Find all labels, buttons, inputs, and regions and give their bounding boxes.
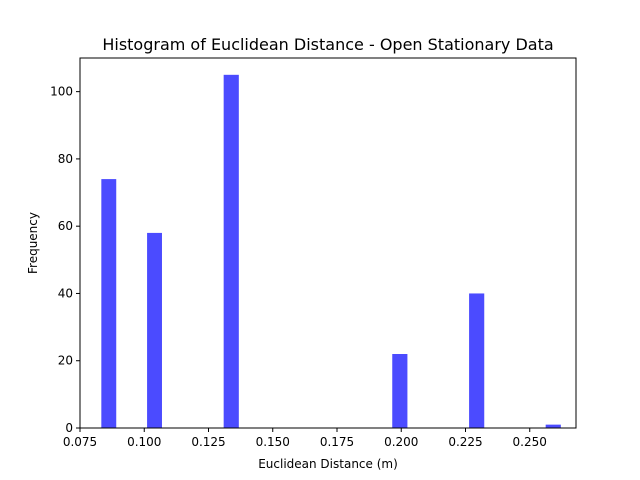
x-tick-label: 0.150 [256,435,290,449]
y-tick-label: 60 [58,219,73,233]
histogram-bar-2 [223,74,239,429]
histogram-bar-4 [469,293,485,428]
y-tick-label: 80 [58,152,73,166]
y-tick-label: 100 [50,85,73,99]
x-axis-label: Euclidean Distance (m) [258,457,398,471]
histogram-bar-5 [545,424,561,428]
y-tick-label: 40 [58,286,73,300]
x-axis-ticks: 0.075 0.100 0.125 0.150 0.175 0.200 0.225 0.250 [63,428,547,449]
y-axis-ticks: 0 20 40 60 80 100 [50,85,80,435]
x-tick-label: 0.200 [384,435,418,449]
y-axis-label: Frequency [26,212,40,274]
bars-group [101,74,561,429]
histogram-bar-1 [147,232,162,428]
y-tick-label: 20 [58,354,73,368]
x-tick-label: 0.175 [320,435,354,449]
plot-frame [79,57,577,429]
x-tick-label: 0.225 [448,435,482,449]
x-tick-label: 0.075 [63,435,97,449]
x-tick-label: 0.125 [191,435,225,449]
chart-title: Histogram of Euclidean Distance - Open S… [102,35,553,54]
x-tick-label: 0.100 [127,435,161,449]
histogram-bar-3 [392,354,408,428]
histogram-bar-0 [101,179,117,428]
y-tick-label: 0 [65,421,73,435]
x-tick-label: 0.250 [513,435,547,449]
